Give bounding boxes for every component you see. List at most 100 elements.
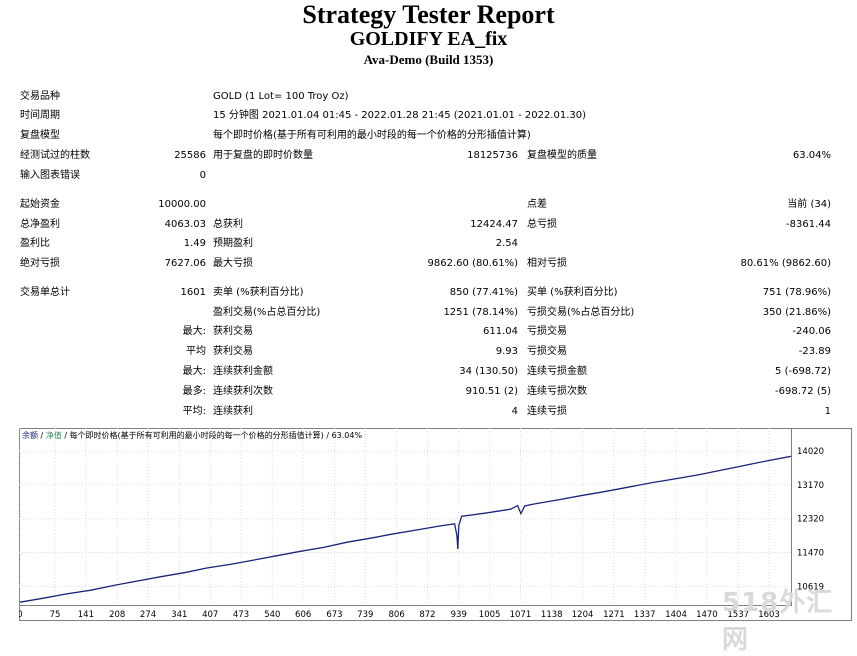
max-consecutive-wins-label: 连续获利金额 [213, 366, 273, 377]
profit-factor-label: 盈利比 [20, 238, 50, 249]
legend-rest: / 每个即时价格(基于所有可利用的最小时段的每一个价格的分形插值计算) / 63… [62, 430, 363, 440]
y-tick-label: 12320 [797, 515, 824, 525]
x-tick-label: 407 [202, 610, 218, 620]
max-consecutive-wins-value: 34 (130.50) [459, 366, 518, 377]
most-prefix: 最多: [182, 386, 206, 397]
max-drawdown-value: 9862.60 (80.61%) [427, 258, 518, 269]
legend-balance: 余额 [22, 430, 38, 440]
x-tick-label: 1204 [572, 610, 594, 620]
balance-line [19, 455, 792, 603]
x-tick-label: 341 [171, 610, 187, 620]
symbol-value: GOLD (1 Lot= 100 Troy Oz) [213, 91, 349, 102]
quality-label: 复盘模型的质量 [527, 150, 597, 161]
ticks-label: 用于复盘的即时价数量 [213, 150, 313, 161]
spread-value: 当前 (34) [787, 199, 831, 210]
average-consecutive-wins-label: 连续获利 [213, 406, 253, 417]
average-consecutive-prefix: 平均: [182, 406, 206, 417]
average-consecutive-wins-value: 4 [511, 406, 518, 417]
short-positions-value: 850 (77.41%) [449, 287, 518, 298]
x-tick-label: 739 [357, 610, 373, 620]
largest-loss-value: -240.06 [792, 326, 831, 337]
loss-trades-value: 350 (21.86%) [762, 307, 831, 318]
y-tick-label: 14020 [797, 447, 824, 457]
total-trades-value: 1601 [180, 287, 206, 298]
profit-trades-label: 盈利交易(%占总百分比) [213, 307, 321, 318]
relative-drawdown-label: 相对亏损 [527, 258, 567, 269]
total-trades-label: 交易单总计 [20, 287, 70, 298]
average-consecutive-losses-label: 连续亏损 [527, 406, 567, 417]
largest-profit-value: 611.04 [483, 326, 518, 337]
x-tick-label: 208 [109, 610, 125, 620]
average-consecutive-losses-value: 1 [824, 406, 831, 417]
average-loss-value: -23.89 [798, 346, 831, 357]
net-profit-label: 总净盈利 [20, 219, 60, 230]
gross-loss-value: -8361.44 [786, 219, 831, 230]
max-consecutive-profit-label: 连续获利次数 [213, 386, 273, 397]
x-tick-label: 540 [264, 610, 280, 620]
x-tick-label: 1537 [727, 610, 749, 620]
net-profit-value: 4063.03 [164, 219, 206, 230]
absolute-drawdown-value: 7627.06 [164, 258, 206, 269]
max-consecutive-loss-value: -698.72 (5) [775, 386, 831, 397]
ticks-value: 18125736 [467, 150, 518, 161]
expected-payoff-value: 2.54 [495, 238, 518, 249]
bars-value: 25586 [174, 150, 206, 161]
max-consecutive-losses-label: 连续亏损金额 [527, 366, 587, 377]
deposit-label: 起始资金 [20, 199, 60, 210]
x-tick-label: 0 [19, 610, 23, 620]
y-tick-label: 11470 [797, 549, 824, 559]
max-drawdown-label: 最大亏损 [213, 258, 253, 269]
absolute-drawdown-label: 绝对亏损 [20, 258, 60, 269]
x-tick-label: 1603 [758, 610, 780, 620]
long-positions-value: 751 (78.96%) [762, 287, 831, 298]
average-profit-value: 9.93 [495, 346, 518, 357]
model-label: 复盘模型 [20, 130, 60, 141]
relative-drawdown-value: 80.61% (9862.60) [740, 258, 831, 269]
x-tick-label: 673 [326, 610, 342, 620]
average-prefix: 平均 [186, 346, 206, 357]
profit-factor-value: 1.49 [183, 238, 206, 249]
x-tick-label: 473 [233, 610, 249, 620]
ea-name: GOLDIFY EA_fix [349, 28, 508, 50]
symbol-label: 交易品种 [20, 91, 60, 102]
legend-equity: 净值 [46, 430, 62, 440]
loss-trades-label: 亏损交易(%占总百分比) [527, 307, 635, 318]
legend-sep: / [38, 431, 46, 440]
errors-label: 输入图表错误 [20, 170, 80, 181]
x-tick-label: 274 [140, 610, 156, 620]
x-tick-label: 872 [419, 610, 435, 620]
x-tick-label: 1071 [510, 610, 532, 620]
x-tick-label: 141 [78, 610, 94, 620]
average-loss-label: 亏损交易 [527, 346, 567, 357]
short-positions-label: 卖单 (%获利百分比) [213, 287, 304, 298]
profit-trades-value: 1251 (78.14%) [443, 307, 518, 318]
build-info: Ava-Demo (Build 1353) [363, 52, 494, 67]
max-consecutive-loss-label: 连续亏损次数 [527, 386, 587, 397]
x-tick-label: 1470 [696, 610, 718, 620]
x-tick-label: 1337 [634, 610, 656, 620]
max-consecutive-prefix: 最大: [182, 366, 206, 377]
x-tick-label: 1271 [603, 610, 625, 620]
gross-profit-value: 12424.47 [470, 219, 518, 230]
chart-frame [19, 428, 852, 621]
average-profit-label: 获利交易 [213, 346, 253, 357]
quality-value: 63.04% [792, 150, 831, 161]
max-consecutive-losses-value: 5 (-698.72) [775, 366, 831, 377]
x-tick-label: 606 [295, 610, 311, 620]
largest-loss-label: 亏损交易 [527, 326, 567, 337]
x-tick-label: 806 [389, 610, 405, 620]
long-positions-label: 买单 (%获利百分比) [527, 287, 618, 298]
report-title: Strategy Tester Report [302, 0, 555, 29]
largest-profit-label: 获利交易 [213, 326, 253, 337]
max-consecutive-profit-value: 910.51 (2) [465, 386, 518, 397]
x-tick-label: 1138 [541, 610, 563, 620]
expected-payoff-label: 预期盈利 [213, 238, 253, 249]
y-ticks: 14020 13170 12320 11470 10619 [797, 447, 824, 592]
bars-label: 经测试过的柱数 [20, 150, 90, 161]
x-tick-label: 1404 [665, 610, 687, 620]
period-label: 时间周期 [20, 110, 60, 121]
x-ticks: 0 75 141 208 274 341 407 473 540 606 673 739 806 872 9… [19, 610, 780, 620]
period-value: 15 分钟图 2021.01.04 01:45 - 2022.01.28 21:… [213, 110, 587, 121]
largest-prefix: 最大: [182, 326, 206, 337]
balance-chart: 余额 / 净值 / 每个即时价格(基于所有可利用的最小时段的每一个价格的分形插值… [19, 428, 852, 621]
